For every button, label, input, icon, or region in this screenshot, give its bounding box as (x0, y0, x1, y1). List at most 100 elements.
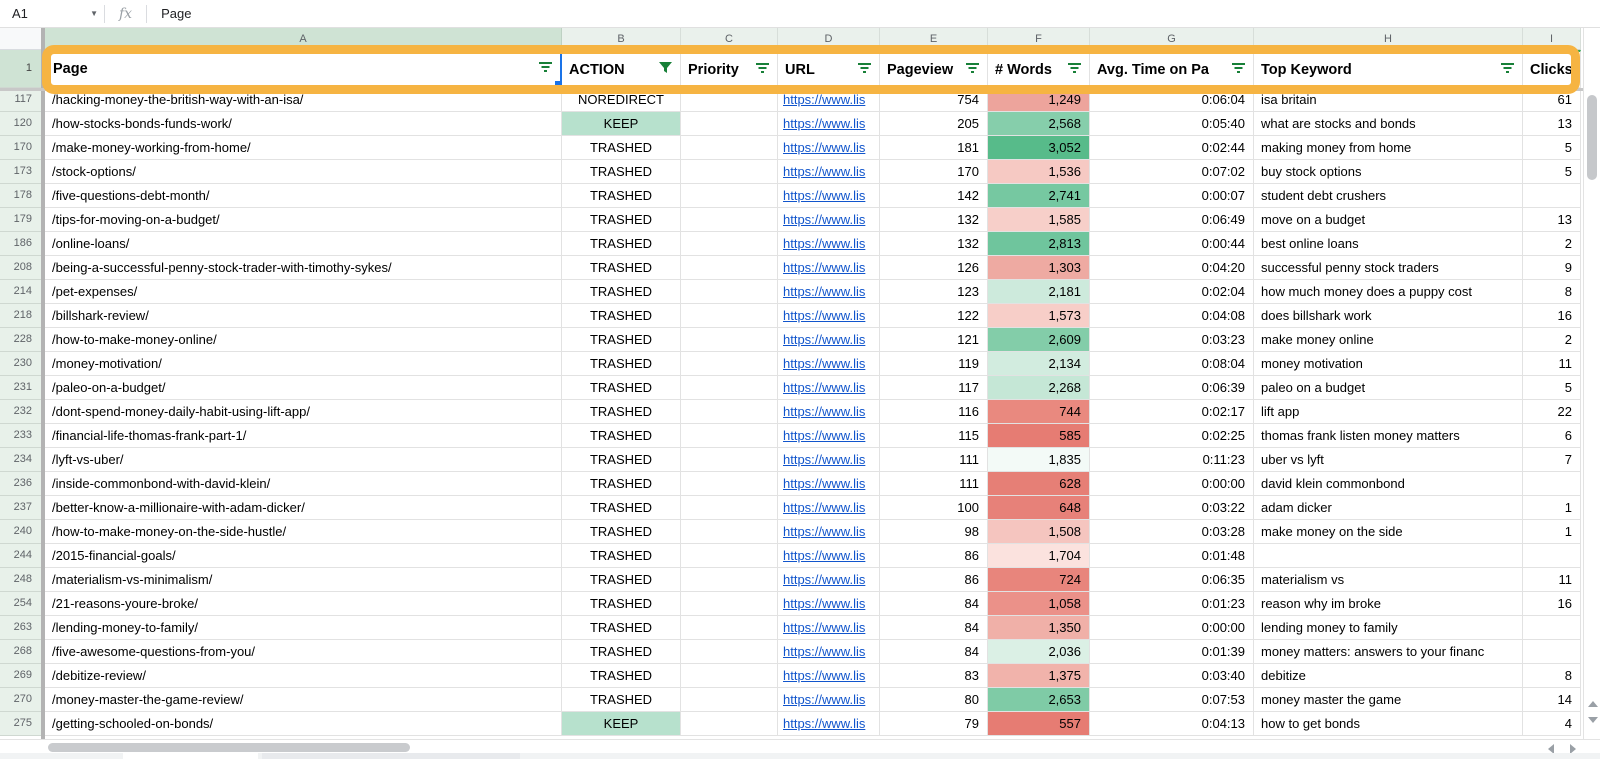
cell-clicks[interactable]: 16 (1523, 304, 1581, 328)
cell-url[interactable]: https://www.lis (778, 688, 880, 712)
cell-time[interactable]: 0:00:00 (1090, 472, 1254, 496)
cell-url[interactable]: https://www.lis (778, 112, 880, 136)
cell-keyword[interactable]: move on a budget (1254, 208, 1523, 232)
cell-keyword[interactable]: uber vs lyft (1254, 448, 1523, 472)
cell-priority[interactable] (681, 544, 778, 568)
cell-keyword[interactable]: best online loans (1254, 232, 1523, 256)
cell-clicks[interactable]: 13 (1523, 112, 1581, 136)
cell-url[interactable]: https://www.lis (778, 616, 880, 640)
cell-words[interactable]: 2,813 (988, 232, 1090, 256)
cell-page[interactable]: /dont-spend-money-daily-habit-using-lift… (45, 400, 562, 424)
cell-priority[interactable] (681, 520, 778, 544)
cell-keyword[interactable]: david klein commonbond (1254, 472, 1523, 496)
cell-url[interactable]: https://www.lis (778, 352, 880, 376)
row-number-186[interactable]: 186 (0, 232, 45, 256)
cell-clicks[interactable]: 11 (1523, 352, 1581, 376)
cell-views[interactable]: 116 (880, 400, 988, 424)
cell-words[interactable]: 2,134 (988, 352, 1090, 376)
cell-time[interactable]: 0:05:40 (1090, 112, 1254, 136)
name-box-dropdown-icon[interactable]: ▼ (90, 9, 98, 18)
cell-time[interactable]: 0:04:13 (1090, 712, 1254, 736)
cell-views[interactable]: 142 (880, 184, 988, 208)
header-cell--words[interactable]: # Words (988, 50, 1090, 88)
cell-time[interactable]: 0:00:07 (1090, 184, 1254, 208)
row-number-208[interactable]: 208 (0, 256, 45, 280)
cell-words[interactable]: 724 (988, 568, 1090, 592)
cell-page[interactable]: /money-motivation/ (45, 352, 562, 376)
cell-priority[interactable] (681, 472, 778, 496)
cell-words[interactable]: 1,536 (988, 160, 1090, 184)
cell-action[interactable]: TRASHED (562, 496, 681, 520)
name-box[interactable]: A1 ▼ (0, 0, 104, 27)
cell-clicks[interactable]: 8 (1523, 280, 1581, 304)
row-number-244[interactable]: 244 (0, 544, 45, 568)
cell-time[interactable]: 0:06:39 (1090, 376, 1254, 400)
cell-action[interactable]: TRASHED (562, 184, 681, 208)
row-number-230[interactable]: 230 (0, 352, 45, 376)
cell-clicks[interactable]: 4 (1523, 712, 1581, 736)
cell-action[interactable]: TRASHED (562, 232, 681, 256)
cell-time[interactable]: 0:11:23 (1090, 448, 1254, 472)
cell-words[interactable]: 2,653 (988, 688, 1090, 712)
row-number-254[interactable]: 254 (0, 592, 45, 616)
cell-priority[interactable] (681, 688, 778, 712)
cell-priority[interactable] (681, 184, 778, 208)
cell-words[interactable]: 585 (988, 424, 1090, 448)
cell-page[interactable]: /lyft-vs-uber/ (45, 448, 562, 472)
cell-time[interactable]: 0:06:49 (1090, 208, 1254, 232)
cell-keyword[interactable]: reason why im broke (1254, 592, 1523, 616)
cell-page[interactable]: /hacking-money-the-british-way-with-an-i… (45, 88, 562, 112)
row-number-233[interactable]: 233 (0, 424, 45, 448)
cell-words[interactable]: 2,036 (988, 640, 1090, 664)
cell-views[interactable]: 126 (880, 256, 988, 280)
cell-keyword[interactable]: what are stocks and bonds (1254, 112, 1523, 136)
cell-time[interactable]: 0:02:04 (1090, 280, 1254, 304)
header-cell-page[interactable]: Page (45, 50, 562, 88)
cell-clicks[interactable]: 8 (1523, 664, 1581, 688)
cell-time[interactable]: 0:03:22 (1090, 496, 1254, 520)
cell-action[interactable]: TRASHED (562, 424, 681, 448)
cell-views[interactable]: 83 (880, 664, 988, 688)
cell-time[interactable]: 0:01:39 (1090, 640, 1254, 664)
row-number-237[interactable]: 237 (0, 496, 45, 520)
cell-words[interactable]: 1,303 (988, 256, 1090, 280)
cell-priority[interactable] (681, 616, 778, 640)
header-cell-avg-time-on-pa[interactable]: Avg. Time on Pa (1090, 50, 1254, 88)
header-cell-priority[interactable]: Priority (681, 50, 778, 88)
cell-keyword[interactable]: successful penny stock traders (1254, 256, 1523, 280)
cell-words[interactable]: 1,704 (988, 544, 1090, 568)
cell-page[interactable]: /materialism-vs-minimalism/ (45, 568, 562, 592)
row-number-231[interactable]: 231 (0, 376, 45, 400)
cell-clicks[interactable]: 2 (1523, 328, 1581, 352)
sheet-tab[interactable] (262, 753, 520, 759)
cell-time[interactable]: 0:06:35 (1090, 568, 1254, 592)
row-number-240[interactable]: 240 (0, 520, 45, 544)
cell-priority[interactable] (681, 376, 778, 400)
cell-views[interactable]: 100 (880, 496, 988, 520)
cell-page[interactable]: /paleo-on-a-budget/ (45, 376, 562, 400)
cell-words[interactable]: 1,508 (988, 520, 1090, 544)
cell-url[interactable]: https://www.lis (778, 256, 880, 280)
cell-action[interactable]: TRASHED (562, 568, 681, 592)
row-number-236[interactable]: 236 (0, 472, 45, 496)
cell-views[interactable]: 117 (880, 376, 988, 400)
cell-action[interactable]: TRASHED (562, 376, 681, 400)
cell-priority[interactable] (681, 712, 778, 736)
cell-url[interactable]: https://www.lis (778, 592, 880, 616)
cell-action[interactable]: TRASHED (562, 280, 681, 304)
cell-page[interactable]: /getting-schooled-on-bonds/ (45, 712, 562, 736)
column-letter-C[interactable]: C (681, 28, 778, 50)
cell-keyword[interactable]: does billshark work (1254, 304, 1523, 328)
cell-keyword[interactable]: isa britain (1254, 88, 1523, 112)
cell-clicks[interactable] (1523, 184, 1581, 208)
cell-keyword[interactable]: student debt crushers (1254, 184, 1523, 208)
cell-priority[interactable] (681, 88, 778, 112)
cell-keyword[interactable]: adam dicker (1254, 496, 1523, 520)
header-cell-top-keyword[interactable]: Top Keyword (1254, 50, 1523, 88)
cell-views[interactable]: 119 (880, 352, 988, 376)
cell-clicks[interactable]: 1 (1523, 520, 1581, 544)
cell-time[interactable]: 0:00:44 (1090, 232, 1254, 256)
cell-keyword[interactable]: making money from home (1254, 136, 1523, 160)
column-letter-E[interactable]: E (880, 28, 988, 50)
row-number-170[interactable]: 170 (0, 136, 45, 160)
